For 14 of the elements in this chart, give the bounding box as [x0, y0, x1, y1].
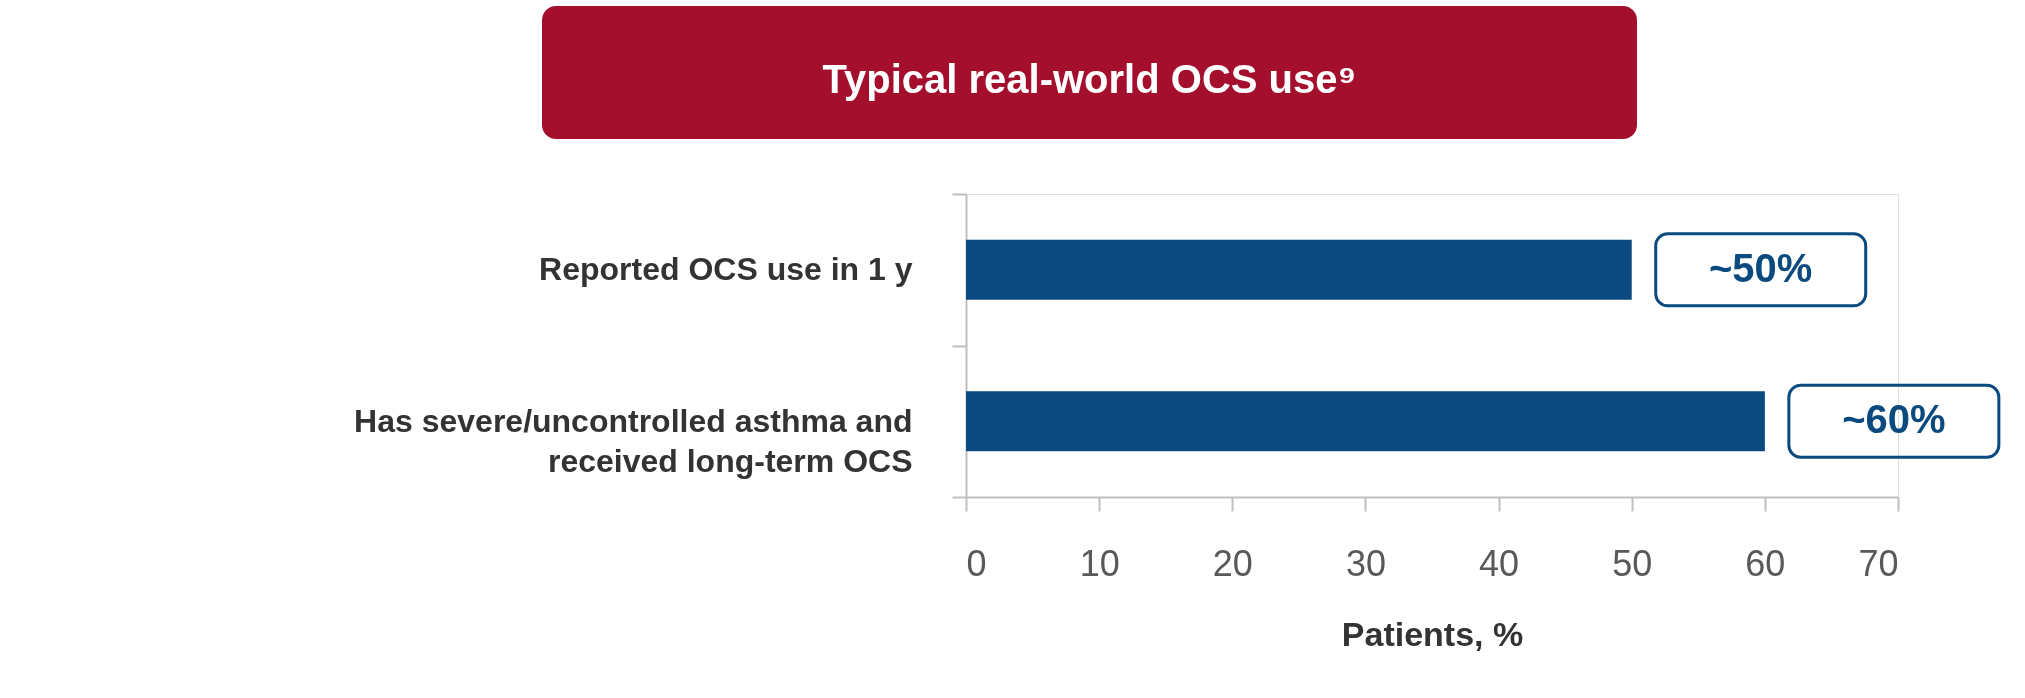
x-tick-label: 50 — [1612, 542, 1653, 584]
x-tick-label: 40 — [1479, 542, 1520, 584]
data-label: ~50% — [1709, 245, 1813, 290]
y-tick-label: Has severe/uncontrolled asthma and received long-term OCS — [354, 402, 913, 479]
data-label: ~60% — [1842, 397, 1946, 442]
chart-title: Typical real-world OCS use⁹ — [822, 56, 1357, 101]
x-tick-label: 60 — [1745, 542, 1786, 584]
x-tick-label: 70 — [1858, 542, 1899, 584]
x-tick-label: 0 — [966, 542, 987, 584]
x-tick-label: 30 — [1345, 542, 1386, 584]
x-tick-label: 20 — [1212, 542, 1253, 584]
x-axis-title: Patients, % — [1341, 614, 1524, 653]
y-tick-label: Reported OCS use in 1 y — [539, 251, 913, 288]
x-tick-label: 10 — [1079, 542, 1120, 584]
